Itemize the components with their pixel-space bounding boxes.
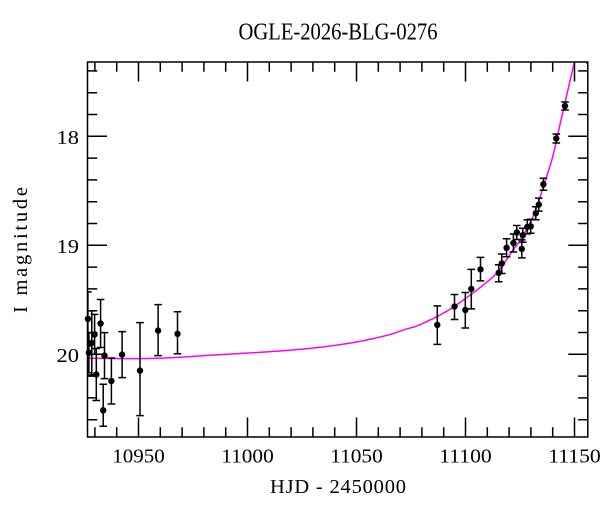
svg-text:OGLE-2026-BLG-0276: OGLE-2026-BLG-0276: [239, 20, 438, 46]
svg-text:11100: 11100: [439, 446, 492, 468]
svg-text:I magnitude: I magnitude: [10, 187, 32, 313]
svg-text:20: 20: [57, 345, 80, 367]
svg-text:HJD - 2450000: HJD - 2450000: [270, 476, 406, 498]
svg-text:10950: 10950: [112, 446, 165, 468]
svg-text:19: 19: [57, 236, 80, 258]
svg-text:11000: 11000: [221, 446, 274, 468]
svg-text:11050: 11050: [330, 446, 383, 468]
svg-text:11150: 11150: [548, 446, 600, 468]
svg-text:18: 18: [57, 127, 80, 149]
